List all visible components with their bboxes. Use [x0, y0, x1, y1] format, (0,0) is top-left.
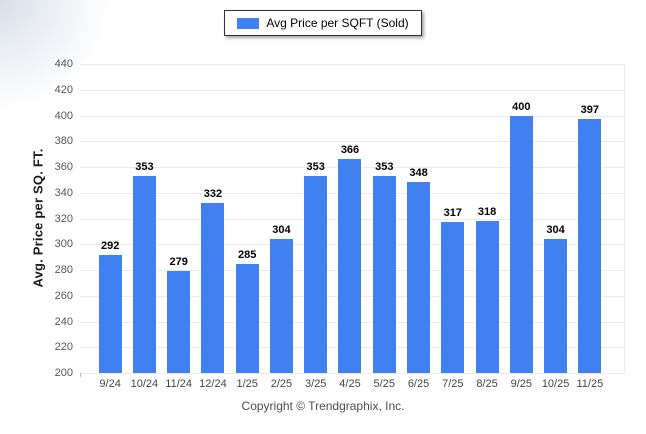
- bar-value-label: 353: [135, 161, 154, 174]
- y-tick-label: 320: [54, 212, 73, 225]
- bar: [509, 115, 533, 373]
- bar-value-label: 353: [375, 161, 394, 174]
- bar-slot: 353: [299, 64, 333, 373]
- x-axis-label: 12/24: [199, 378, 227, 390]
- y-tick-label: 280: [54, 264, 73, 276]
- x-axis-label: 6/25: [407, 378, 430, 390]
- bar-value-label: 292: [100, 239, 120, 252]
- x-axis-label: 1/25: [236, 378, 258, 390]
- x-axis-label: 8/25: [476, 378, 498, 390]
- x-axis-label: 5/25: [373, 378, 395, 390]
- gridline: [80, 115, 624, 117]
- bar: [441, 222, 465, 373]
- x-axis-labels: 9/24 10/24 11/24 12/24 1/25 2/25 3/25 4/25 5/25 6…: [93, 378, 607, 390]
- y-axis-title: Avg. Price per SQ. FT.: [30, 148, 46, 288]
- plot-area: 440 420 400 380 360 340 320 300 280 260 240 220 200 …: [55, 58, 625, 390]
- x-axis-label: 10/24: [130, 378, 159, 390]
- gridline: [80, 373, 624, 374]
- x-axis-label: 3/25: [305, 378, 327, 390]
- bar-value-label: 317: [443, 207, 462, 220]
- y-tick-label: 240: [54, 315, 73, 328]
- bar-value-label: 353: [306, 161, 325, 174]
- bar: [235, 263, 259, 373]
- bar: [167, 271, 191, 373]
- bar: [544, 239, 568, 373]
- bar-slot: 353: [367, 64, 401, 373]
- bar: [578, 119, 602, 373]
- x-axis-label: 2/25: [270, 378, 293, 390]
- bar-value-label: 397: [580, 104, 600, 117]
- bar-slot: 400: [504, 64, 538, 373]
- bar-slot: 304: [264, 64, 298, 373]
- bar-slot: 285: [230, 64, 264, 373]
- bar-slot: 353: [127, 64, 161, 373]
- x-axis-label: 10/25: [541, 378, 570, 390]
- y-tick-label: 300: [54, 238, 73, 251]
- bar-value-label: 332: [203, 188, 223, 201]
- bar-slot: 279: [162, 64, 196, 373]
- copyright-text: Copyright © Trendgraphix, Inc.: [241, 399, 405, 413]
- bar-value-label: 285: [238, 248, 257, 261]
- legend: Avg Price per SQFT (Sold): [224, 10, 422, 36]
- legend-wrap: Avg Price per SQFT (Sold): [0, 10, 646, 36]
- bar-slot: 397: [573, 64, 607, 373]
- legend-label: Avg Price per SQFT (Sold): [266, 16, 409, 30]
- bar-value-label: 348: [409, 167, 428, 180]
- y-tick-label: 340: [54, 186, 73, 199]
- bar-value-label: 304: [546, 224, 565, 237]
- bar: [201, 203, 225, 373]
- bar-value-label: 400: [512, 100, 531, 113]
- bar: [407, 182, 431, 373]
- bar-slot: 317: [436, 64, 470, 373]
- y-tick-label: 200: [54, 367, 73, 379]
- x-axis-label: 11/24: [165, 378, 193, 390]
- bar: [475, 221, 499, 373]
- bar-slot: 348: [401, 64, 435, 373]
- x-axis-label: 9/25: [510, 378, 533, 390]
- axis-origin-tick: [80, 373, 81, 377]
- x-axis-label: 7/25: [442, 378, 464, 390]
- x-axis-label: 9/24: [99, 378, 121, 390]
- bar-slot: 366: [333, 64, 367, 373]
- bar: [304, 176, 328, 373]
- bar: [98, 254, 122, 373]
- y-tick-label: 380: [54, 135, 73, 148]
- bar-value-label: 366: [340, 144, 360, 157]
- x-axis-label: 4/25: [339, 378, 361, 390]
- bar: [372, 176, 396, 373]
- y-tick-label: 220: [54, 341, 73, 354]
- gridline: [80, 64, 624, 65]
- bar-slot: 332: [196, 64, 230, 373]
- gridline: [80, 141, 624, 143]
- bar: [132, 176, 156, 373]
- y-tick-label: 260: [54, 289, 73, 302]
- bar-value-label: 318: [477, 206, 497, 219]
- y-tick-label: 440: [54, 58, 73, 70]
- x-axis-label: 11/25: [576, 378, 604, 390]
- bar-slot: 304: [538, 64, 572, 373]
- bar-value-label: 279: [169, 256, 188, 269]
- bar-slot: 318: [470, 64, 504, 373]
- legend-swatch-icon: [237, 17, 260, 29]
- gridline: [80, 89, 624, 91]
- bar-slot: 292: [93, 64, 127, 373]
- bar-series: 292 353 279 332 285 304 353 366 353 348 317 318 400 3…: [93, 64, 607, 373]
- bar: [269, 239, 293, 373]
- bar: [338, 159, 362, 373]
- y-tick-label: 400: [54, 109, 73, 122]
- y-tick-label: 420: [54, 83, 73, 96]
- y-tick-label: 360: [54, 161, 73, 173]
- bar-value-label: 304: [272, 224, 291, 237]
